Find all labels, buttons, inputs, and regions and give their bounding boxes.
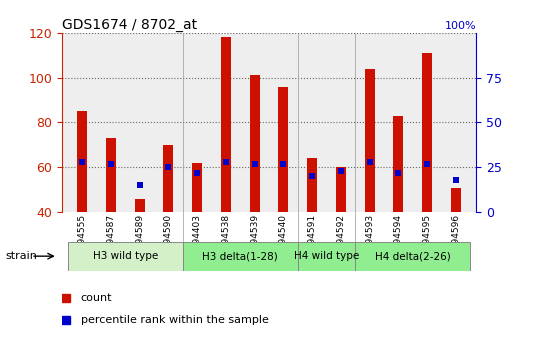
Bar [134,199,145,212]
Text: GSM94587: GSM94587 [107,214,115,263]
Bar [250,75,260,212]
Text: GSM94595: GSM94595 [423,214,431,263]
Text: GSM94539: GSM94539 [250,214,259,263]
Text: percentile rank within the sample: percentile rank within the sample [81,315,268,325]
Text: GSM94538: GSM94538 [221,214,230,263]
Bar [163,145,173,212]
Bar [307,158,317,212]
Bar [365,69,375,212]
Text: GSM94593: GSM94593 [365,214,374,263]
Bar [278,87,288,212]
Text: H4 delta(2-26): H4 delta(2-26) [375,251,451,261]
Text: GSM94594: GSM94594 [394,214,403,263]
Text: GSM94589: GSM94589 [135,214,144,263]
Text: H3 delta(1-28): H3 delta(1-28) [202,251,278,261]
Text: count: count [81,293,112,303]
Text: GSM94596: GSM94596 [451,214,461,263]
Text: strain: strain [5,252,37,261]
Bar [393,116,404,212]
Bar [68,241,183,271]
Text: GDS1674 / 8702_at: GDS1674 / 8702_at [62,18,197,32]
Text: GSM94555: GSM94555 [77,214,87,263]
Bar [336,167,346,212]
Bar [106,138,116,212]
Text: 100%: 100% [444,21,476,31]
Text: GSM94590: GSM94590 [164,214,173,263]
Bar [451,188,461,212]
Bar [422,53,432,212]
Bar [192,163,202,212]
Bar [77,111,87,212]
Text: GSM94540: GSM94540 [279,214,288,263]
Bar [298,241,355,271]
Bar [221,37,231,212]
Text: GSM94592: GSM94592 [336,214,345,263]
Text: H4 wild type: H4 wild type [294,251,359,261]
Text: GSM94403: GSM94403 [193,214,202,263]
Bar [183,241,298,271]
Bar [355,241,470,271]
Text: GSM94591: GSM94591 [308,214,317,263]
Text: H3 wild type: H3 wild type [93,251,158,261]
